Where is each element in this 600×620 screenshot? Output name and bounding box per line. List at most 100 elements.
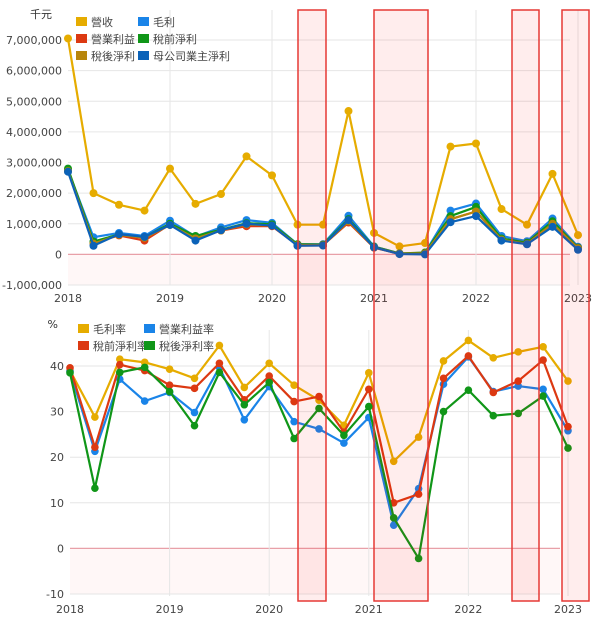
data-point bbox=[464, 386, 473, 394]
y-tick-label: 6,000,000 bbox=[6, 65, 62, 78]
y-tick-label: 0 bbox=[57, 542, 64, 555]
legend-swatch bbox=[78, 341, 89, 350]
data-point bbox=[66, 369, 74, 377]
data-point bbox=[523, 240, 531, 249]
data-point bbox=[344, 216, 353, 225]
x-tick-label: 2020 bbox=[255, 603, 283, 616]
data-point bbox=[439, 407, 448, 416]
x-tick-label: 2021 bbox=[355, 603, 383, 616]
legend-swatch bbox=[78, 324, 89, 333]
data-point bbox=[446, 218, 455, 227]
data-point bbox=[315, 392, 323, 401]
x-tick-label: 2019 bbox=[156, 603, 184, 616]
data-point bbox=[190, 421, 199, 430]
legend-swatch bbox=[76, 34, 87, 43]
legend-label: 稅前淨利 bbox=[153, 32, 197, 46]
legend-swatch bbox=[138, 17, 149, 26]
legend-label: 稅後淨利 bbox=[91, 49, 135, 63]
data-point bbox=[242, 152, 251, 161]
legend-label: 稅後淨利率 bbox=[159, 339, 214, 353]
data-point bbox=[414, 433, 423, 441]
x-tick-label: 2019 bbox=[156, 292, 184, 305]
data-point bbox=[395, 250, 404, 259]
unit-label: % bbox=[48, 318, 58, 331]
highlight-box-1 bbox=[297, 9, 327, 602]
data-point bbox=[564, 422, 572, 431]
data-point bbox=[215, 368, 224, 377]
data-point bbox=[421, 239, 429, 248]
legend-label: 母公司業主淨利 bbox=[153, 50, 230, 63]
data-point bbox=[265, 378, 274, 387]
highlight-box-4 bbox=[561, 9, 590, 602]
data-point bbox=[191, 199, 200, 208]
data-point bbox=[315, 404, 323, 413]
data-point bbox=[472, 139, 480, 148]
legend-swatch bbox=[76, 17, 87, 26]
data-point bbox=[140, 397, 149, 405]
data-point bbox=[489, 388, 498, 397]
data-point bbox=[464, 352, 473, 360]
x-tick-label: 2022 bbox=[454, 603, 482, 616]
data-point bbox=[365, 369, 373, 377]
data-point bbox=[446, 206, 455, 215]
data-point bbox=[140, 232, 149, 241]
data-point bbox=[265, 372, 274, 380]
data-point bbox=[365, 402, 373, 411]
data-point bbox=[319, 220, 327, 229]
data-point bbox=[439, 374, 448, 383]
data-point bbox=[574, 231, 582, 240]
data-point bbox=[215, 341, 224, 350]
unit-label: 千元 bbox=[30, 8, 52, 21]
legend-swatch bbox=[76, 51, 87, 60]
data-point bbox=[165, 365, 174, 373]
chart-1: -1,000,000 0 1,000,000 2,000,000 3,000,000 4,… bbox=[2, 8, 592, 305]
data-point bbox=[548, 222, 557, 231]
data-point bbox=[539, 385, 547, 394]
data-point bbox=[115, 230, 123, 239]
data-point bbox=[539, 392, 547, 400]
data-point bbox=[116, 368, 124, 377]
data-point bbox=[191, 236, 200, 245]
data-point bbox=[319, 241, 327, 250]
data-point bbox=[340, 431, 348, 440]
data-point bbox=[240, 416, 249, 424]
y-tick-label: 30 bbox=[50, 406, 64, 419]
legend-swatch bbox=[138, 51, 149, 60]
data-point bbox=[365, 385, 373, 394]
data-point bbox=[395, 242, 404, 251]
y-tick-label: 1,000,000 bbox=[6, 218, 62, 231]
data-point bbox=[140, 206, 149, 215]
y-tick-label: 5,000,000 bbox=[6, 95, 62, 108]
legend-label: 營業利益率 bbox=[159, 322, 214, 336]
data-point bbox=[290, 381, 298, 389]
data-point bbox=[217, 190, 225, 199]
data-point bbox=[166, 220, 174, 229]
data-point bbox=[472, 212, 480, 221]
legend-label: 稅前淨利率 bbox=[93, 339, 148, 353]
data-point bbox=[414, 490, 423, 498]
data-point bbox=[344, 107, 353, 116]
chart-2: -10 0 10 20 30 40 2018 2019 2020 2021 2022 2023% 毛利率… bbox=[46, 318, 582, 616]
data-point bbox=[165, 387, 174, 396]
data-point bbox=[539, 356, 547, 364]
x-tick-label: 2022 bbox=[462, 292, 490, 305]
y-tick-label: 0 bbox=[55, 248, 62, 261]
data-point bbox=[242, 219, 251, 228]
y-tick-label: 10 bbox=[50, 497, 64, 510]
data-point bbox=[140, 363, 149, 372]
data-point bbox=[265, 359, 274, 368]
highlight-box-3 bbox=[511, 9, 540, 602]
data-point bbox=[514, 377, 522, 385]
legend-swatch bbox=[144, 341, 155, 350]
data-point bbox=[217, 226, 225, 235]
data-point bbox=[489, 353, 498, 362]
data-point bbox=[190, 408, 199, 417]
y-tick-label: 3,000,000 bbox=[6, 157, 62, 170]
data-point bbox=[290, 417, 298, 426]
data-point bbox=[240, 383, 249, 392]
data-point bbox=[539, 343, 547, 351]
data-point bbox=[91, 484, 99, 493]
